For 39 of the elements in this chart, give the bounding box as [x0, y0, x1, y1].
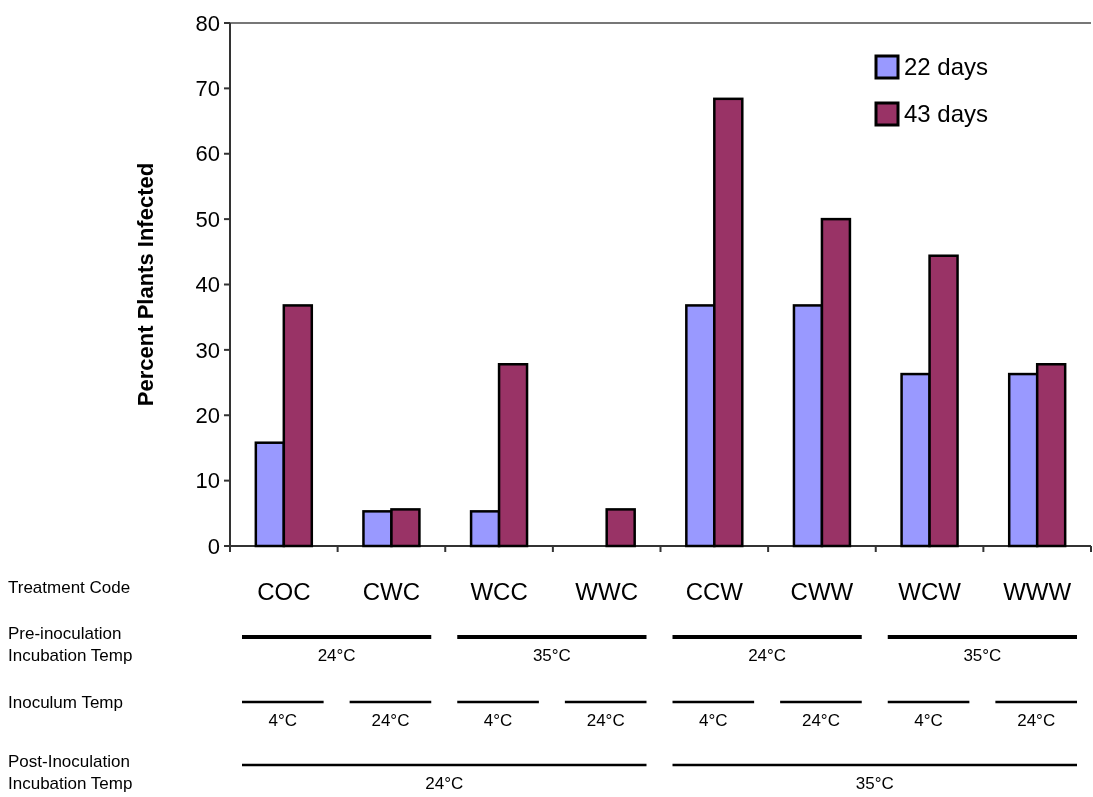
x-tick-label: WWC — [575, 578, 639, 605]
text: 35°C — [532, 646, 571, 665]
x-tick-label: WWW — [1003, 578, 1072, 605]
text: 35°C — [963, 646, 1002, 665]
text: 35°C — [855, 774, 894, 793]
y-tick-label: 30 — [195, 337, 220, 363]
text: 24°C — [371, 711, 410, 730]
text: 24°C — [1017, 711, 1056, 730]
y-tick-label: 20 — [195, 402, 220, 428]
x-tick-label: CWW — [790, 578, 854, 605]
text: 4°C — [699, 711, 728, 730]
x-tick-label: WCC — [470, 578, 528, 605]
y-tick-label: 10 — [195, 468, 220, 494]
text: 4°C — [268, 711, 298, 730]
text: 24°C — [748, 646, 787, 665]
legend-label: 22 days — [904, 53, 989, 81]
y-tick-label: 0 — [207, 533, 220, 559]
legend-label: 43 days — [904, 100, 989, 128]
text: Post-Inoculation Incubation Temp — [8, 752, 133, 793]
text: 24°C — [801, 711, 840, 730]
text: 24°C — [317, 646, 356, 665]
text: Pre-inoculation Incubation Temp — [8, 624, 133, 665]
y-axis-title: Percent Plants Infected — [133, 162, 158, 407]
x-tick-label: COC — [257, 578, 311, 605]
y-tick-label: 40 — [195, 272, 220, 298]
x-axis-title: Treatment Code — [8, 578, 131, 597]
text: Inoculum Temp — [8, 693, 123, 712]
x-tick-label: WCW — [898, 578, 962, 605]
y-tick-label: 70 — [195, 76, 220, 102]
y-tick-label: 60 — [195, 141, 220, 167]
text: 24°C — [586, 711, 625, 730]
text: 4°C — [483, 711, 513, 730]
bar — [605, 508, 636, 548]
x-tick-label: CCW — [685, 578, 744, 605]
text: 24°C — [425, 774, 464, 793]
y-tick-label: 50 — [195, 206, 220, 232]
y-tick-label: 80 — [195, 10, 220, 36]
x-tick-label: CWC — [362, 578, 421, 605]
text: 4°C — [914, 711, 943, 730]
